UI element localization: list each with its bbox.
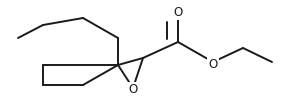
Text: O: O <box>209 58 218 71</box>
Text: O: O <box>128 83 138 96</box>
Text: O: O <box>173 6 183 19</box>
